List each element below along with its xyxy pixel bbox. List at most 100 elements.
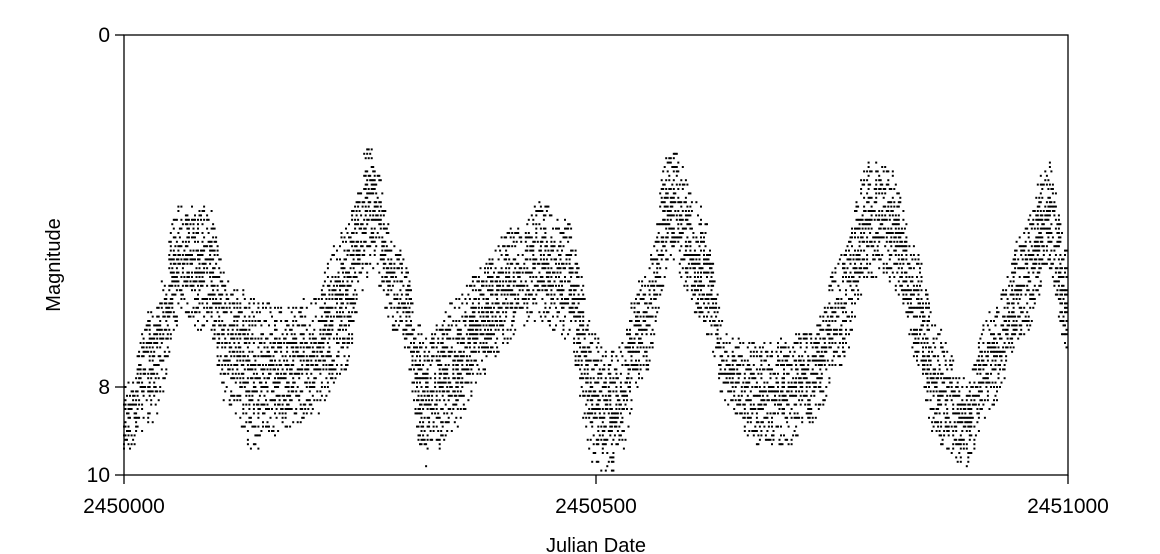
data-point — [446, 430, 449, 432]
data-point — [780, 425, 782, 428]
data-point — [736, 381, 739, 384]
data-point — [749, 403, 752, 406]
data-point — [416, 381, 418, 384]
data-point — [506, 276, 509, 278]
data-point — [234, 364, 237, 366]
data-point — [701, 284, 704, 287]
data-point — [724, 350, 727, 353]
data-point — [724, 399, 727, 402]
data-point — [731, 350, 734, 353]
data-point — [612, 456, 615, 459]
data-point — [792, 394, 795, 397]
data-point — [263, 386, 266, 388]
data-point — [206, 258, 209, 261]
data-point — [351, 210, 354, 212]
data-point — [796, 412, 799, 415]
data-point — [136, 394, 139, 397]
data-point — [514, 306, 517, 309]
data-point — [191, 311, 193, 314]
data-point — [180, 293, 183, 296]
data-point — [266, 377, 269, 380]
data-point — [808, 359, 811, 362]
data-point — [231, 368, 234, 371]
data-point — [772, 390, 775, 393]
data-point — [482, 333, 485, 336]
data-point — [339, 284, 341, 287]
data-point — [767, 386, 770, 388]
data-point — [194, 214, 196, 217]
data-point — [216, 333, 219, 336]
data-point — [823, 364, 826, 366]
data-point — [760, 372, 763, 375]
data-point — [265, 320, 267, 322]
data-point — [832, 355, 835, 358]
data-point — [317, 320, 320, 322]
data-point — [272, 368, 275, 371]
data-point — [233, 320, 236, 322]
data-point — [564, 280, 566, 283]
data-point — [574, 315, 577, 318]
data-point — [697, 302, 699, 305]
data-point — [280, 377, 283, 380]
data-point — [737, 403, 740, 406]
data-point — [286, 350, 289, 353]
data-point — [781, 381, 784, 384]
data-point — [517, 262, 520, 265]
data-point — [144, 368, 147, 371]
data-point — [257, 416, 260, 419]
data-point — [464, 311, 467, 314]
data-point — [598, 372, 601, 375]
data-point — [284, 412, 287, 415]
data-point — [707, 333, 710, 336]
data-point — [159, 359, 162, 362]
data-point — [718, 320, 721, 322]
data-point — [437, 416, 440, 419]
data-point — [586, 412, 589, 415]
data-point — [653, 293, 656, 296]
data-point — [700, 267, 702, 270]
data-point — [612, 452, 615, 454]
data-point — [402, 302, 405, 305]
data-point — [355, 245, 358, 248]
data-point — [828, 289, 831, 292]
data-point — [133, 434, 136, 437]
data-point — [224, 337, 227, 340]
data-point — [278, 399, 281, 402]
data-point — [607, 368, 610, 371]
data-point — [709, 293, 711, 296]
data-point — [616, 394, 619, 397]
data-point — [740, 394, 743, 397]
data-point — [440, 434, 443, 437]
data-point — [857, 227, 860, 230]
data-point — [233, 342, 236, 344]
data-point — [804, 372, 807, 375]
data-point — [257, 320, 260, 322]
data-point — [619, 372, 622, 375]
data-point — [796, 434, 799, 437]
data-point — [153, 386, 156, 388]
data-point — [542, 284, 545, 287]
data-point — [718, 342, 721, 344]
data-point — [615, 372, 618, 375]
data-point — [583, 355, 586, 358]
data-point — [542, 254, 545, 256]
data-point — [150, 377, 153, 380]
data-point — [405, 276, 408, 278]
data-point — [142, 394, 145, 397]
data-point — [316, 368, 319, 371]
data-point — [440, 381, 443, 384]
data-point — [271, 430, 273, 432]
data-point — [201, 254, 204, 256]
data-point — [203, 306, 206, 309]
data-point — [763, 403, 766, 406]
data-point — [366, 210, 369, 212]
data-point — [148, 320, 151, 322]
data-point — [153, 364, 156, 366]
data-point — [124, 399, 127, 402]
data-point — [660, 249, 663, 252]
data-point — [737, 355, 740, 358]
data-point — [271, 315, 273, 318]
data-point — [441, 333, 444, 336]
data-point — [849, 280, 852, 283]
data-point — [416, 412, 418, 415]
